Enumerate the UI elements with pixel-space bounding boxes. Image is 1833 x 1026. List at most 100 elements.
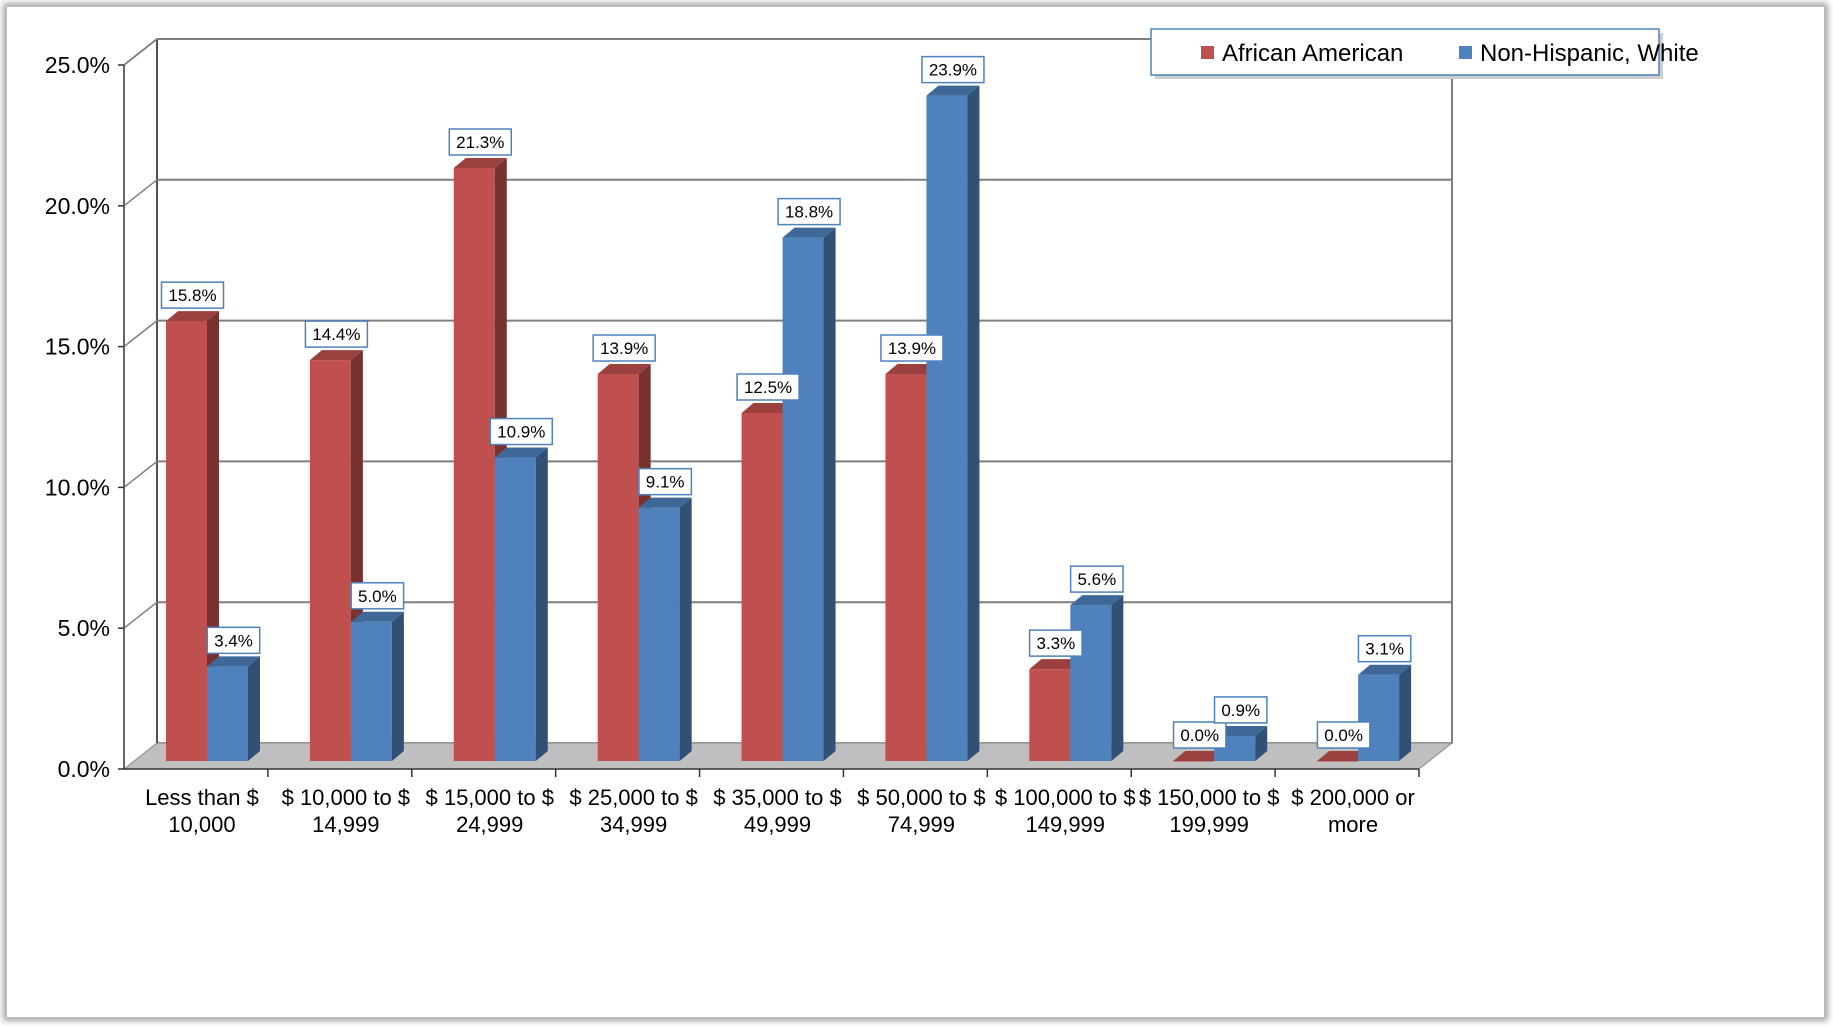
data-label-box [304, 320, 369, 348]
bar-side [248, 656, 260, 761]
data-label: 15.8% [160, 281, 225, 309]
data-label: 23.9% [921, 55, 985, 84]
y-tick-label: 25.0% [45, 52, 110, 78]
x-category-label-line: more [1328, 812, 1378, 837]
x-category-label-line: $ 150,000 to $ [1139, 785, 1280, 810]
data-label: 12.5% [736, 373, 800, 401]
data-label-text: 9.1% [646, 473, 685, 492]
data-label-box [1069, 565, 1124, 593]
bar-front [453, 168, 495, 761]
bar-front [166, 321, 207, 761]
data-label-box [160, 281, 225, 309]
x-category-label-line: 10,000 [168, 812, 235, 837]
data-label-text: 13.9% [888, 339, 936, 358]
data-label-text: 13.9% [600, 339, 648, 358]
x-category-label: $ 50,000 to $74,999 [857, 785, 985, 837]
bar-front [741, 413, 783, 761]
bar-top [926, 85, 980, 96]
bar-front [885, 374, 927, 761]
data-label-text: 15.8% [168, 286, 216, 305]
bar-front [207, 666, 248, 761]
data-label-text: 3.1% [1365, 640, 1404, 659]
x-category-label: $ 25,000 to $34,999 [569, 785, 697, 837]
data-label-box [777, 197, 841, 226]
data-label-box [1028, 629, 1083, 657]
y-tick-label: 5.0% [58, 615, 110, 641]
x-category-label-line: 49,999 [744, 812, 811, 837]
bar-top [597, 364, 651, 375]
data-label-box [1357, 634, 1412, 663]
data-label-text: 10.9% [497, 423, 545, 442]
bar-top [885, 364, 939, 375]
data-label-box [350, 582, 405, 610]
data-label-box [638, 467, 693, 496]
data-label: 13.9% [880, 334, 944, 362]
data-label-text: 0.0% [1324, 726, 1363, 745]
x-category-label-line: $ 15,000 to $ [425, 785, 553, 810]
bar-front [926, 95, 968, 761]
bar-top [1358, 664, 1412, 675]
data-label-box [736, 373, 800, 401]
gridline-side [123, 320, 158, 348]
bar-top [350, 611, 404, 622]
data-label-text: 12.5% [744, 378, 792, 397]
bar-front [494, 457, 536, 761]
data-label-text: 23.9% [929, 61, 977, 80]
data-label: 3.3% [1028, 629, 1083, 657]
legend: African American Non-Hispanic, White [1150, 28, 1699, 79]
x-category-label-line: $ 100,000 to $ [995, 785, 1136, 810]
data-label: 0.0% [1316, 721, 1371, 749]
data-label: 10.9% [489, 417, 554, 446]
bar-front [1029, 669, 1071, 761]
data-label-box [1316, 721, 1371, 749]
x-category-label-line: $ 10,000 to $ [282, 785, 410, 810]
bar-front [597, 374, 639, 761]
legend-box [1150, 28, 1660, 76]
bar-top [166, 311, 219, 322]
bar-top [453, 158, 507, 169]
x-category-label-line: 24,999 [456, 812, 523, 837]
x-category-label: Less than $10,000 [145, 785, 259, 837]
bar-side [823, 227, 836, 761]
gridline-side [123, 38, 158, 66]
data-label-text: 5.6% [1077, 570, 1116, 589]
x-category-label-line: $ 200,000 or [1291, 785, 1415, 810]
data-label-text: 3.3% [1036, 634, 1075, 653]
bar-top [1214, 725, 1268, 736]
x-category-label-line: $ 25,000 to $ [569, 785, 697, 810]
data-label-text: 18.8% [785, 203, 833, 222]
bar-top [782, 227, 836, 238]
x-category-label-line: 34,999 [600, 812, 667, 837]
bar-side [679, 497, 692, 761]
x-category-label: $ 15,000 to $24,999 [425, 785, 553, 837]
data-label-box [206, 626, 261, 655]
bar-side [535, 447, 548, 761]
y-tick-label: 0.0% [58, 756, 110, 782]
bar-top [1173, 751, 1227, 761]
bar-front [638, 507, 680, 761]
data-labels: 15.8% 3.4% 14.4% 5.0% 21.3% 10.9% 13.9% 9.1% 12.… [160, 55, 1412, 749]
x-category-label-line: 74,999 [888, 812, 955, 837]
x-category-label-line: Less than $ [145, 785, 259, 810]
legend-swatch [1201, 46, 1214, 59]
x-axis-categories: Less than $10,000 $ 10,000 to $14,999 $ 15… [145, 769, 1420, 837]
data-label: 14.4% [304, 320, 369, 348]
y-tick-label: 15.0% [45, 334, 110, 360]
x-category-label: $ 100,000 to $149,999 [995, 785, 1136, 837]
x-category-label-line: $ 35,000 to $ [713, 785, 841, 810]
data-label-text: 14.4% [312, 325, 360, 344]
data-label-box [448, 128, 513, 156]
chart-frame: 0.0% 5.0% 10.0% 15.0% 20.0% 25.0% 15.8% 3.4% 14… [6, 6, 1825, 1018]
bar-top [207, 656, 260, 667]
bar-front [309, 360, 351, 761]
data-label-text: 5.0% [358, 587, 397, 606]
data-label-box [489, 417, 554, 446]
data-label-box [1213, 696, 1268, 724]
bar-front [350, 621, 392, 761]
x-category-label-line: 199,999 [1169, 812, 1249, 837]
legend-swatch [1459, 46, 1472, 59]
data-label: 21.3% [448, 128, 513, 156]
gridline-side [123, 601, 158, 629]
bar-top [1317, 751, 1371, 761]
x-category-label: $ 200,000 or more [1291, 785, 1415, 837]
